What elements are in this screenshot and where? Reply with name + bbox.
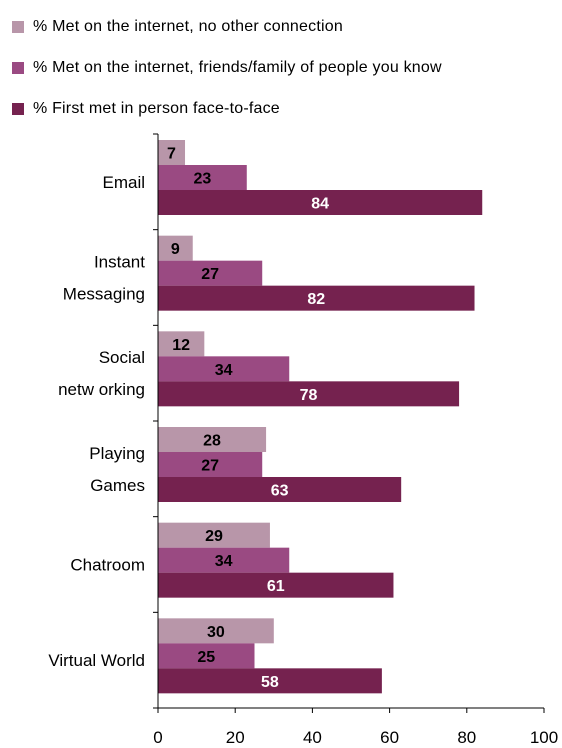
bar-value-label: 34 bbox=[215, 553, 233, 570]
legend-swatch bbox=[12, 20, 24, 33]
legend-item: % Met on the internet, no other connecti… bbox=[12, 6, 442, 47]
bar bbox=[158, 235, 193, 261]
x-tick-label: 80 bbox=[457, 728, 476, 747]
bar-value-label: 34 bbox=[215, 362, 233, 379]
bar-value-label: 78 bbox=[300, 387, 318, 404]
legend-swatch bbox=[12, 61, 24, 74]
bar bbox=[158, 572, 394, 598]
bar-value-label: 61 bbox=[267, 578, 285, 595]
category-label-line: Playing bbox=[89, 444, 145, 463]
bar bbox=[158, 452, 263, 477]
bar-value-label: 82 bbox=[307, 291, 325, 308]
category-label-line: Email bbox=[102, 173, 145, 192]
x-tick-label: 40 bbox=[303, 728, 322, 747]
bar-value-label: 27 bbox=[201, 458, 219, 475]
bar bbox=[158, 381, 460, 407]
bar-value-label: 58 bbox=[261, 674, 279, 691]
bar bbox=[158, 427, 267, 452]
bar-value-label: 84 bbox=[311, 196, 329, 213]
category-label: Instant Messaging bbox=[63, 253, 145, 304]
legend: % Met on the internet, no other connecti… bbox=[12, 6, 442, 129]
category-label: Chatroom bbox=[70, 556, 145, 575]
category-label-line: Chatroom bbox=[70, 556, 145, 575]
bar-value-label: 28 bbox=[203, 433, 221, 450]
bar-value-label: 23 bbox=[193, 171, 211, 188]
bar bbox=[158, 356, 290, 382]
category-label: Email bbox=[102, 173, 145, 192]
bar bbox=[158, 331, 205, 357]
bar bbox=[158, 285, 475, 311]
bar bbox=[158, 477, 402, 502]
bar bbox=[158, 522, 270, 548]
category-label-line: netw orking bbox=[58, 380, 145, 399]
bar-value-label: 25 bbox=[197, 649, 215, 666]
category-label: Playing Games bbox=[89, 444, 145, 495]
bar bbox=[158, 165, 247, 190]
category-label-line: Virtual World bbox=[48, 651, 145, 670]
category-label-line: Messaging bbox=[63, 285, 145, 304]
category-label: Virtual World bbox=[48, 651, 145, 670]
bar-value-label: 63 bbox=[271, 483, 289, 500]
legend-label: % Met on the internet, no other connecti… bbox=[33, 17, 343, 35]
x-tick-label: 20 bbox=[226, 728, 245, 747]
bar-value-label: 12 bbox=[172, 337, 190, 354]
bar-value-label: 27 bbox=[201, 266, 219, 283]
category-label: Social netw orking bbox=[58, 348, 145, 399]
legend-item: % First met in person face-to-face bbox=[12, 88, 442, 129]
category-label-line: Games bbox=[90, 476, 145, 495]
category-label-line: Instant bbox=[94, 253, 145, 272]
bar bbox=[158, 190, 483, 215]
x-tick-label: 0 bbox=[153, 728, 162, 747]
bar bbox=[158, 643, 255, 669]
bar bbox=[158, 140, 186, 165]
bar bbox=[158, 547, 290, 573]
bar-value-label: 7 bbox=[167, 146, 176, 163]
bar-value-label: 9 bbox=[171, 241, 180, 258]
legend-swatch bbox=[12, 102, 24, 115]
bar-value-label: 29 bbox=[205, 528, 223, 545]
bar bbox=[158, 668, 382, 694]
x-tick-label: 60 bbox=[380, 728, 399, 747]
legend-label: % Met on the internet, friends/family of… bbox=[33, 58, 442, 76]
bar bbox=[158, 260, 263, 286]
legend-item: % Met on the internet, friends/family of… bbox=[12, 47, 442, 88]
bar-value-label: 30 bbox=[207, 624, 225, 641]
legend-label: % First met in person face-to-face bbox=[33, 99, 280, 117]
x-tick-label: 100 bbox=[530, 728, 558, 747]
category-label-line: Social bbox=[99, 348, 145, 367]
bar bbox=[158, 618, 274, 644]
